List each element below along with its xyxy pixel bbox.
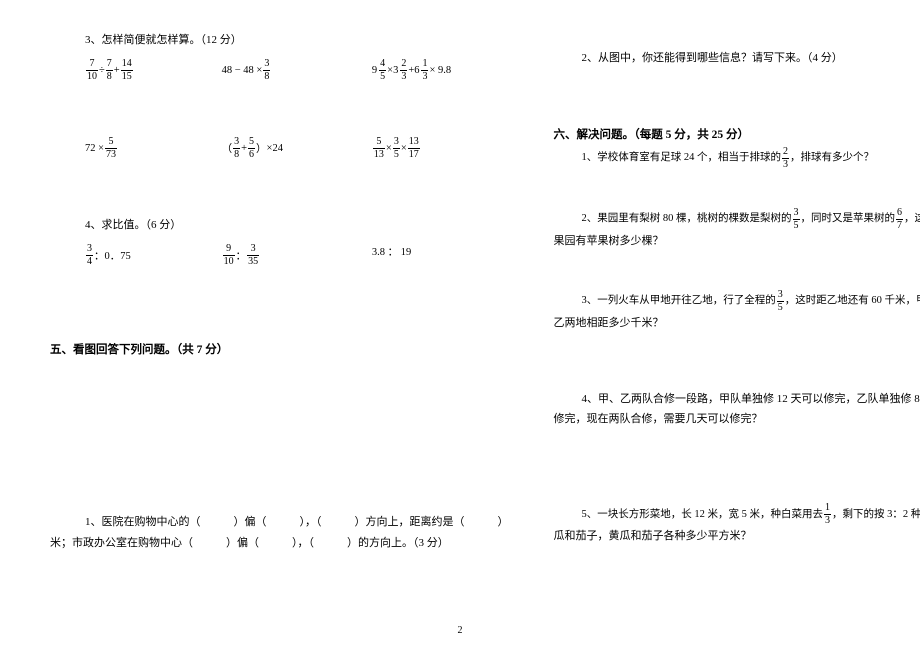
q6-4-line2: 修完，现在两队合修，需要几天可以修完？ (554, 409, 920, 430)
q4-b: 910 ： 335 (222, 244, 372, 267)
q3-r2-b: （ 38 + 56 ） ×24 (222, 137, 372, 160)
q3-row2: 72 × 573 （ 38 + 56 ） ×24 513 × 35 (85, 137, 509, 160)
q6-5-line2: 瓜和茄子，黄瓜和茄子各种多少平方米？ (554, 526, 920, 547)
q3-r1-c: 945 × 323 + 613 × 9.8 (372, 59, 509, 82)
q4-row: 34 ：0．75 910 ： 335 3.8 ： 19 (85, 244, 509, 267)
q6-3-line2: 乙两地相距多少千米？ (554, 313, 920, 334)
q6-4-line1: 4、甲、乙两队合修一段路，甲队单独修 12 天可以修完，乙队单独修 8 天可以 (554, 389, 920, 410)
q5-2: 2、从图中，你还能得到哪些信息？请写下来。（4 分） (554, 48, 920, 69)
q4-a: 34 ：0．75 (85, 244, 222, 267)
q3-r2-c: 513 × 35 × 1317 (372, 137, 509, 160)
q3-title: 3、怎样简便就怎样算。（12 分） (85, 30, 509, 51)
q4-c: 3.8 ： 19 (372, 244, 509, 267)
section6-heading: 六、解决问题。（每题 5 分，共 25 分） (554, 125, 920, 147)
q4-title: 4、求比值。（6 分） (85, 215, 509, 236)
q3-row1: 710 ÷ 78 + 1415 48 − 48 × 38 945 × 323 (85, 59, 509, 82)
q3-r1-b: 48 − 48 × 38 (222, 59, 372, 82)
q3-r2-a: 72 × 573 (85, 137, 222, 160)
q5-line2: 米；市政办公室在购物中心（ ）偏（ ），（ ）的方向上。（3 分） (50, 533, 509, 554)
right-column: 2、从图中，你还能得到哪些信息？请写下来。（4 分） 六、解决问题。（每题 5 … (554, 30, 920, 620)
q6-3-line1: 3、一列火车从甲地开往乙地，行了全程的 35 ，这时距乙地还有 60 千米，甲、 (554, 290, 920, 313)
q5-line1: 1、医院在购物中心的（ ）偏（ ），（ ）方向上，距离约是（ ） (85, 512, 509, 533)
page-number: 2 (458, 625, 463, 636)
q6-5-line1: 5、一块长方形菜地，长 12 米，宽 5 米，种白菜用去 13 ，剩下的按 3：… (554, 503, 920, 526)
q6-2-line2: 果园有苹果树多少棵？ (554, 231, 920, 252)
q6-2-line1: 2、果园里有梨树 80 棵，桃树的棵数是梨树的 35 ，同时又是苹果树的 67 … (554, 208, 920, 231)
left-column: 3、怎样简便就怎样算。（12 分） 710 ÷ 78 + 1415 48 − 4… (50, 30, 509, 620)
section5-heading: 五、看图回答下列问题。（共 7 分） (50, 340, 509, 362)
q3-r1-a: 710 ÷ 78 + 1415 (85, 59, 222, 82)
q6-1: 1、学校体育室有足球 24 个，相当于排球的 23 ，排球有多少个？ (554, 147, 920, 170)
